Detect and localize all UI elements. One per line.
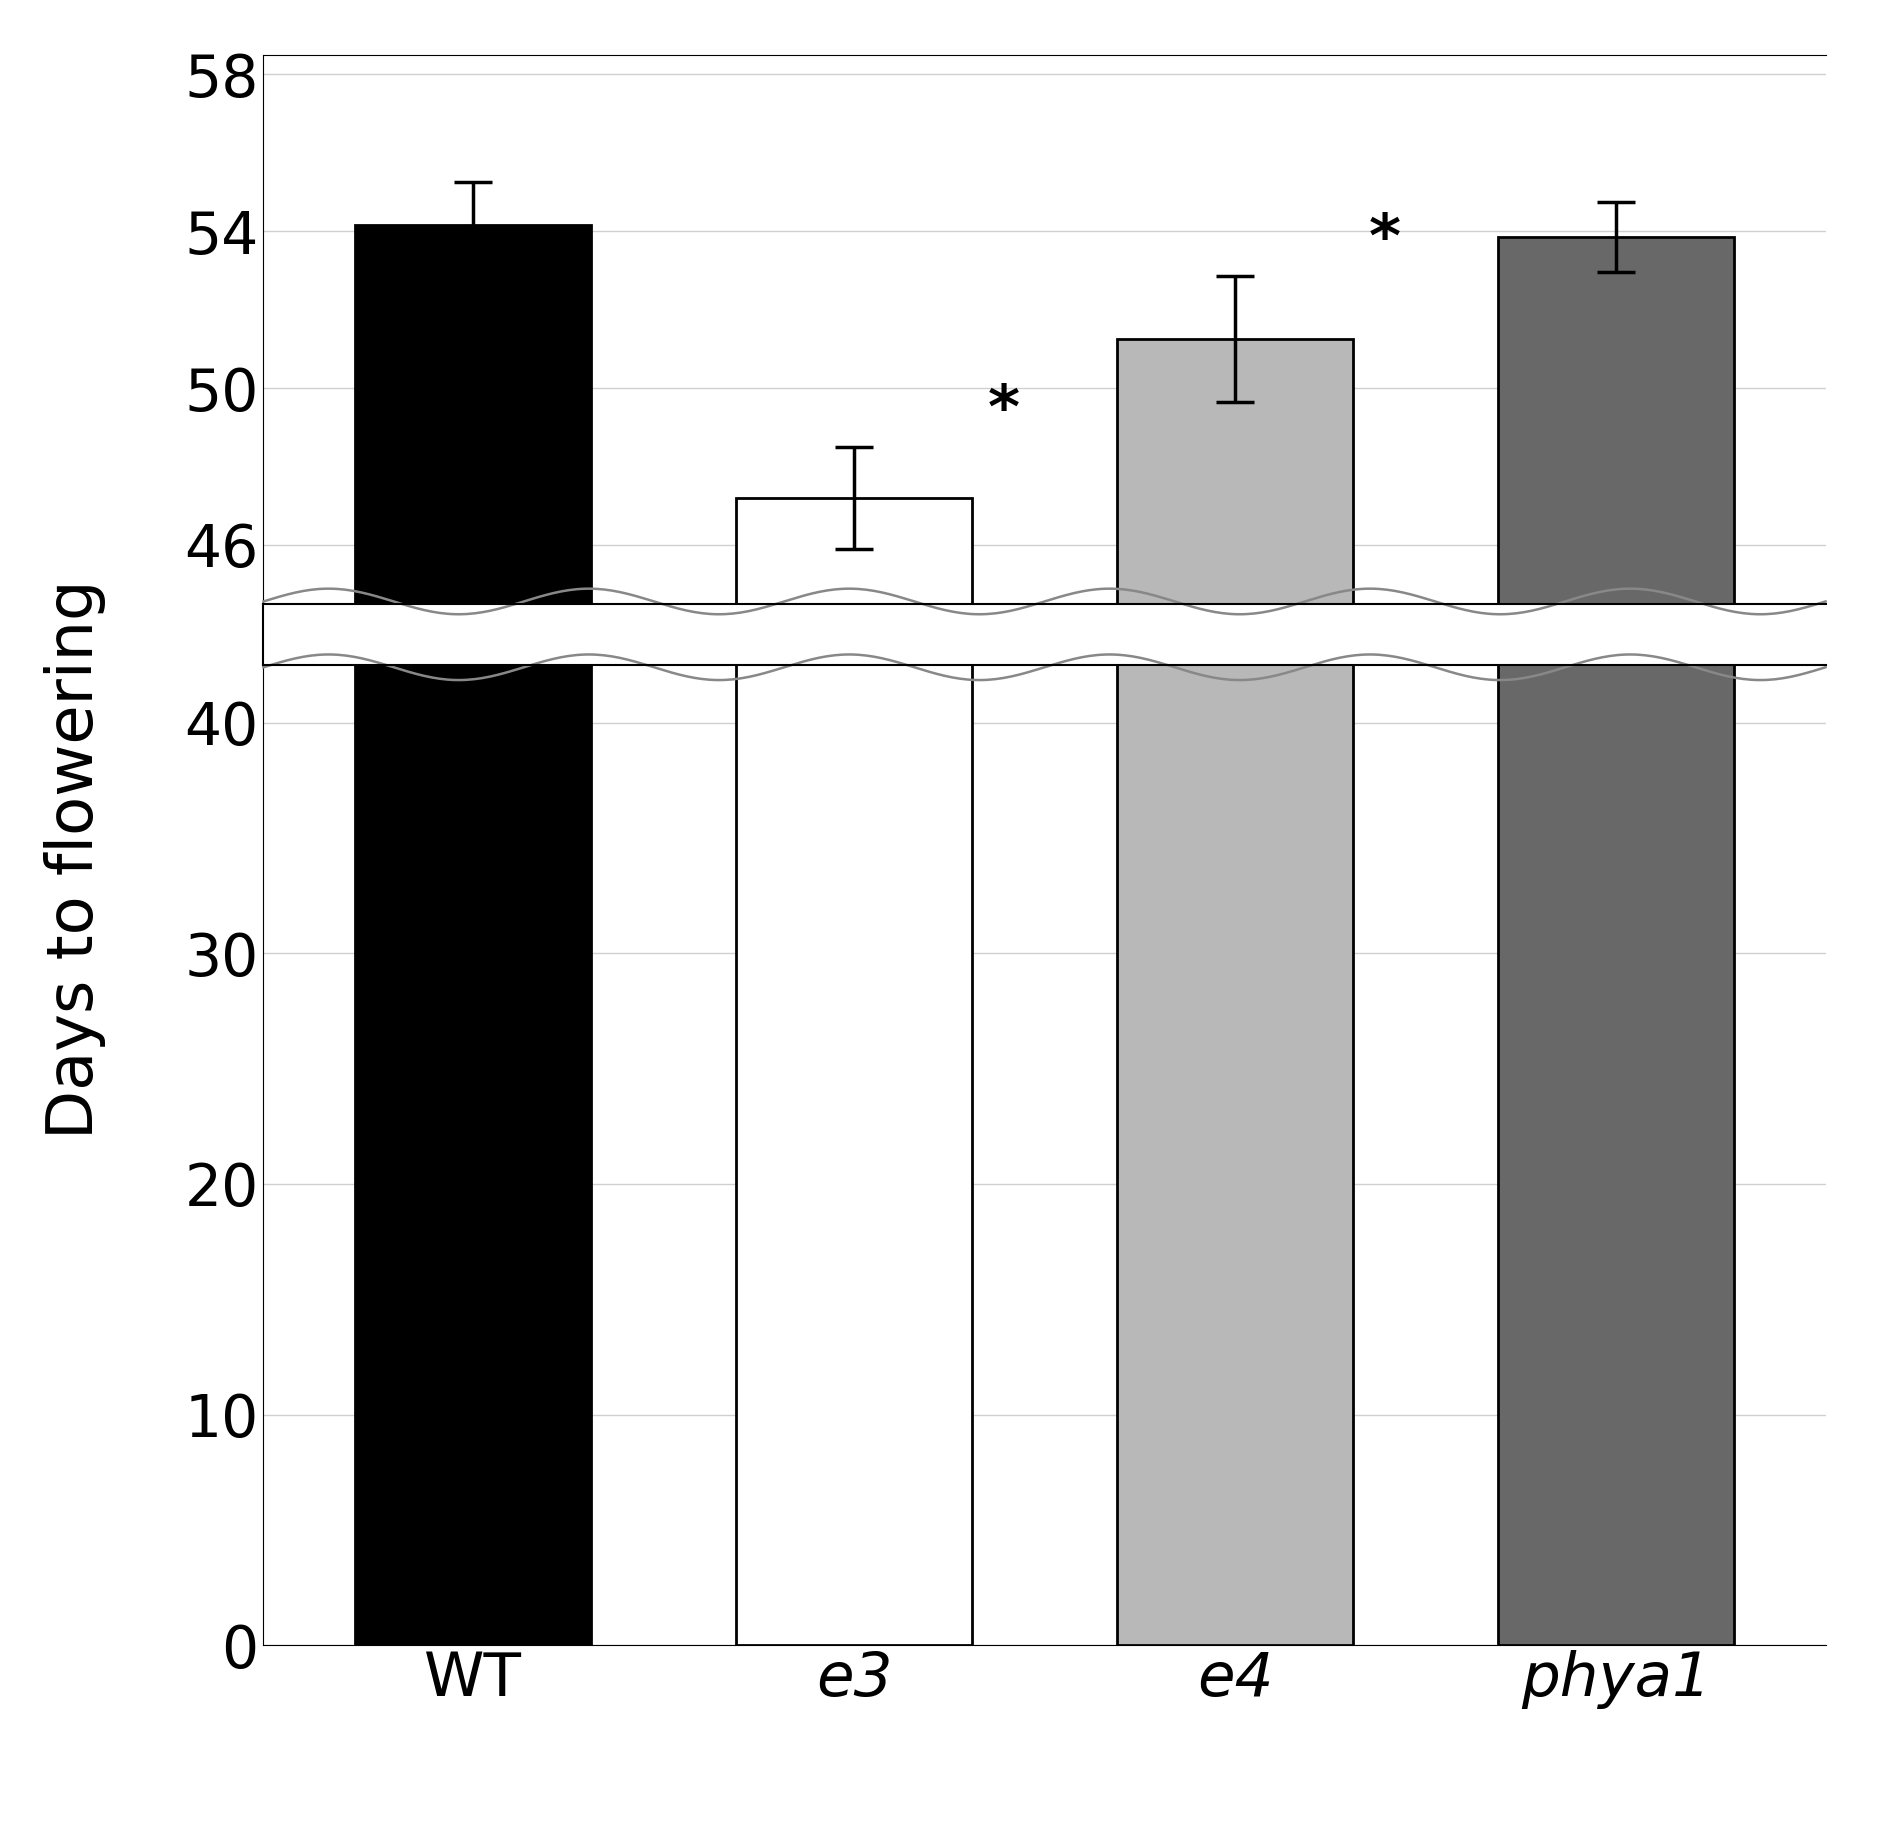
Bar (1498, 404, 1733, 1645)
Bar (356, 225, 591, 1828)
Text: Days to flowering: Days to flowering (45, 579, 105, 1139)
Text: *: * (988, 382, 1020, 441)
Bar (1116, 340, 1353, 1828)
Bar (356, 397, 591, 1645)
Bar (736, 497, 973, 1828)
Text: *: * (1368, 212, 1400, 271)
Bar (1498, 238, 1733, 1828)
Bar (1116, 462, 1353, 1645)
Bar (736, 556, 973, 1645)
